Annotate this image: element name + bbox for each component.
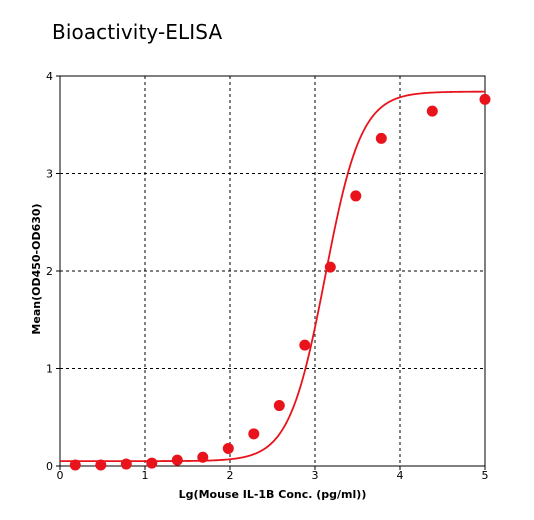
data-point: [171, 454, 183, 466]
data-points: [69, 93, 491, 471]
data-point: [324, 261, 336, 273]
y-tick-label: 0: [46, 460, 53, 473]
data-point: [248, 428, 260, 440]
axes: [56, 75, 486, 470]
fit-curve-line: [60, 90, 486, 463]
grid-lines: [60, 76, 485, 466]
data-point: [69, 459, 81, 471]
x-tick-label: 2: [227, 469, 234, 482]
tick-labels: 0 1 2 3 4 5 0 1 2 3 4: [46, 70, 489, 482]
data-point: [350, 190, 362, 202]
x-tick-label: 5: [482, 469, 489, 482]
y-tick-label: 3: [46, 168, 53, 181]
fit-curve: [60, 90, 486, 463]
data-point: [95, 459, 107, 471]
x-tick-label: 3: [312, 469, 319, 482]
data-point: [197, 451, 209, 463]
x-tick-label: 0: [57, 469, 64, 482]
y-tick-label: 1: [46, 363, 53, 376]
data-point: [299, 339, 311, 351]
x-tick-label: 1: [142, 469, 149, 482]
data-point: [479, 93, 491, 105]
page-title: Bioactivity-ELISA: [52, 20, 223, 44]
data-point: [222, 442, 234, 454]
y-tick-label: 2: [46, 265, 53, 278]
data-point: [426, 105, 438, 117]
x-tick-label: 4: [397, 469, 404, 482]
y-axis-title: Mean(OD450-OD630): [30, 203, 43, 334]
x-axis-title: Lg(Mouse IL-1B Conc. (pg/ml)): [179, 488, 367, 501]
y-tick-label: 4: [46, 70, 53, 83]
data-point: [375, 132, 387, 144]
data-point: [273, 400, 285, 412]
data-point: [120, 458, 132, 470]
data-point: [146, 457, 158, 469]
